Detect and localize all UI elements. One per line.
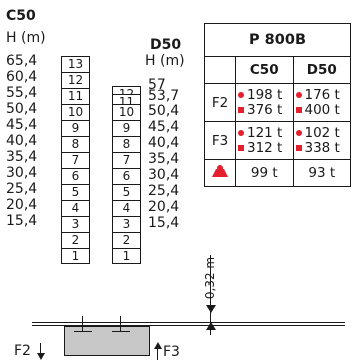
table-row-f3: F3 121 t 312 t 102 t 338 t [204, 121, 351, 160]
c50-level: 5 [61, 184, 90, 200]
row-label-f2: F2 [204, 83, 236, 122]
d50-level: 9 [112, 120, 141, 136]
ground-line-bottom [32, 325, 345, 326]
base-foot-right [112, 331, 130, 332]
d50-height-label: 15,4 [148, 215, 180, 231]
d50-height-label: 53,7 [148, 88, 180, 104]
c50-level: 2 [61, 232, 90, 248]
d50-level: 4 [112, 200, 141, 216]
base-support-right [120, 316, 121, 332]
d50-height-label: 25,4 [148, 183, 180, 199]
c50-height-label: 20,4 [6, 197, 38, 213]
spec-table: P 800B C50 D50 F2 198 t 376 t 176 t 400 … [204, 23, 351, 187]
value-f2-c50-b: 376 t [247, 101, 283, 118]
force-f2-arrow [40, 343, 41, 355]
d50-height-label: 20,4 [148, 199, 180, 215]
dot-icon [295, 130, 302, 136]
base-foot-left [74, 331, 92, 332]
c50-height-label: 25,4 [6, 181, 38, 197]
c50-height-label: 35,4 [6, 149, 38, 165]
d50-height-label: 57 [148, 77, 166, 93]
c50-height-label: 50,4 [6, 101, 38, 117]
c50-level: 10 [61, 104, 90, 120]
force-f2-label: F2 [14, 343, 31, 359]
value-weight-c50: 99 t [235, 159, 294, 187]
spec-title: P 800B [204, 23, 351, 57]
weight-cell [204, 159, 236, 187]
d50-level: 5 [112, 184, 141, 200]
d50-height-label: 35,4 [148, 151, 180, 167]
c50-height-label: 55,4 [6, 85, 38, 101]
force-f3-label: F3 [163, 344, 180, 360]
c50-height-label: 65,4 [6, 53, 38, 69]
square-icon [295, 145, 302, 151]
c50-level: 6 [61, 168, 90, 184]
cell-f3-d50: 102 t 338 t [292, 121, 351, 160]
square-icon [238, 107, 244, 113]
value-f2-c50-a: 198 t [247, 86, 283, 103]
d50-level: 3 [112, 216, 141, 232]
dimension-label: 0,32 m [203, 256, 217, 300]
c50-level: 12 [61, 72, 90, 88]
base-support-left [82, 316, 83, 332]
d50-level: 11 [112, 94, 141, 109]
d50-height-label: 30,4 [148, 167, 180, 183]
d50-level: 7 [112, 152, 141, 168]
value-weight-d50: 93 t [292, 159, 351, 187]
c50-level: 13 [61, 56, 90, 72]
d50-level: 1 [112, 248, 141, 264]
force-f3-arrowhead [154, 342, 162, 349]
d50-level: 8 [112, 136, 141, 152]
ground-line-top [32, 322, 345, 323]
d50-level: 2 [112, 232, 141, 248]
force-f3-arrow [157, 347, 158, 360]
value-f2-d50-a: 176 t [304, 86, 340, 103]
value-f3-d50-b: 338 t [304, 139, 340, 156]
c50-height-label: 45,4 [6, 117, 38, 133]
header-empty [204, 56, 236, 84]
c50-unit: H (m) [6, 30, 46, 46]
cell-f3-c50: 121 t 312 t [235, 121, 294, 160]
c50-level: 4 [61, 200, 90, 216]
d50-level: 6 [112, 168, 141, 184]
value-f3-c50-a: 121 t [247, 124, 283, 141]
cell-f2-d50: 176 t 400 t [292, 83, 351, 122]
table-row-weight: 99 t 93 t [204, 159, 351, 187]
c50-level: 9 [61, 120, 90, 136]
d50-title: D50 [150, 37, 182, 53]
d50-height-label: 50,4 [148, 103, 180, 119]
table-row-f2: F2 198 t 376 t 176 t 400 t [204, 83, 351, 122]
header-c50: C50 [235, 56, 294, 84]
dot-icon [238, 130, 244, 136]
d50-level: 10 [112, 104, 141, 120]
c50-height-label: 60,4 [6, 69, 38, 85]
dot-icon [295, 92, 302, 98]
dimension-arrow-bottom [206, 322, 216, 330]
d50-height-label: 40,4 [148, 135, 180, 151]
dot-icon [238, 92, 244, 98]
c50-level: 3 [61, 216, 90, 232]
square-icon [238, 145, 244, 151]
dimension-line [210, 255, 211, 335]
c50-height-label: 15,4 [6, 213, 38, 229]
dimension-arrow-top [206, 305, 216, 313]
value-f3-d50-a: 102 t [304, 124, 340, 141]
cell-f2-c50: 198 t 376 t [235, 83, 294, 122]
c50-level: 1 [61, 248, 90, 264]
c50-title: C50 [6, 8, 36, 24]
c50-height-label: 30,4 [6, 165, 38, 181]
c50-height-label: 40,4 [6, 133, 38, 149]
d50-height-label: 45,4 [148, 119, 180, 135]
value-f3-c50-b: 312 t [247, 139, 283, 156]
c50-level: 8 [61, 136, 90, 152]
header-d50: D50 [292, 56, 351, 84]
value-f2-d50-b: 400 t [304, 101, 340, 118]
c50-level: 11 [61, 88, 90, 104]
force-f2-arrowhead [37, 353, 45, 360]
row-label-f3: F3 [204, 121, 236, 160]
d50-unit: H (m) [145, 53, 185, 69]
c50-level: 7 [61, 152, 90, 168]
square-icon [295, 107, 302, 113]
weight-icon [212, 165, 228, 177]
